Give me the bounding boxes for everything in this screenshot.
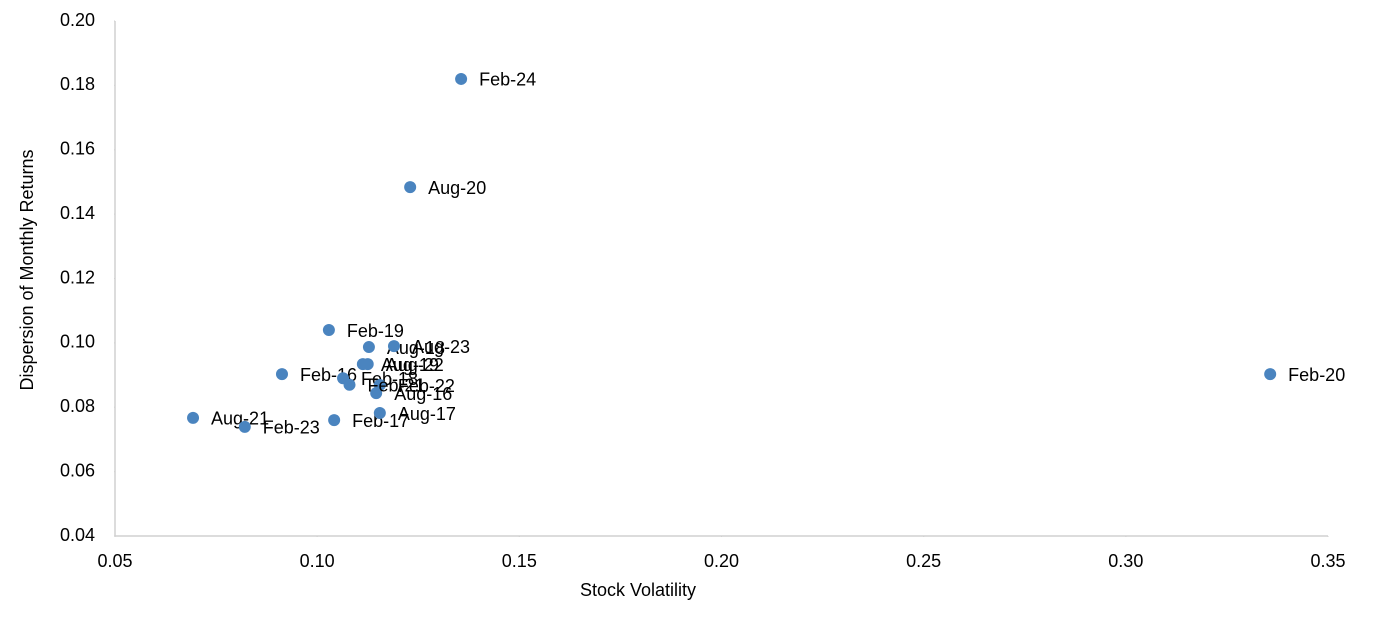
point bbox=[455, 72, 468, 85]
point bbox=[187, 411, 200, 424]
point-label: Feb-23 bbox=[263, 418, 320, 438]
y-tick-label: 0.10 bbox=[60, 332, 95, 352]
point-label: Feb-20 bbox=[1288, 365, 1345, 385]
point-label: Feb-21 bbox=[368, 375, 425, 395]
point bbox=[238, 420, 251, 433]
point-label: Aug-22 bbox=[386, 355, 444, 375]
point bbox=[373, 407, 386, 420]
y-axis-title: Dispersion of Monthly Returns bbox=[17, 149, 37, 390]
y-tick-label: 0.16 bbox=[60, 139, 95, 159]
point-label: Aug-17 bbox=[398, 404, 456, 424]
point-label: Aug-23 bbox=[412, 337, 470, 357]
y-tick-label: 0.08 bbox=[60, 396, 95, 416]
x-tick-label: 0.25 bbox=[906, 551, 941, 571]
point bbox=[1264, 368, 1277, 381]
x-tick-label: 0.05 bbox=[97, 551, 132, 571]
point bbox=[362, 341, 375, 354]
point bbox=[328, 414, 341, 427]
x-tick-label: 0.15 bbox=[502, 551, 537, 571]
point-label: Aug-21 bbox=[211, 409, 269, 429]
point bbox=[322, 324, 335, 336]
point bbox=[361, 358, 374, 371]
point bbox=[387, 340, 400, 353]
x-tick-label: 0.20 bbox=[704, 551, 739, 571]
y-tick-label: 0.12 bbox=[60, 267, 95, 287]
point-label: Aug-16 bbox=[394, 384, 452, 404]
x-tick-label: 0.35 bbox=[1310, 551, 1345, 571]
x-axis-title: Stock Volatility bbox=[580, 580, 696, 600]
x-tick-label: 0.30 bbox=[1108, 551, 1143, 571]
point-label: Aug-18 bbox=[387, 338, 445, 358]
y-tick-label: 0.06 bbox=[60, 460, 95, 480]
point-label: Feb-24 bbox=[479, 70, 536, 90]
point bbox=[370, 387, 383, 400]
y-tick-label: 0.20 bbox=[60, 10, 95, 30]
point-label: Aug-20 bbox=[428, 178, 486, 198]
point bbox=[275, 368, 288, 381]
x-tick-label: 0.10 bbox=[300, 551, 335, 571]
y-tick-label: 0.14 bbox=[60, 203, 95, 223]
y-tick-label: 0.18 bbox=[60, 74, 95, 94]
point-label: Aug-19 bbox=[381, 355, 439, 375]
point bbox=[404, 181, 417, 194]
point-label: Feb-17 bbox=[352, 411, 409, 431]
point-label: Feb-19 bbox=[347, 321, 404, 341]
y-tick-label: 0.04 bbox=[60, 525, 95, 545]
point bbox=[343, 378, 356, 391]
point-label: Feb-22 bbox=[398, 376, 455, 396]
